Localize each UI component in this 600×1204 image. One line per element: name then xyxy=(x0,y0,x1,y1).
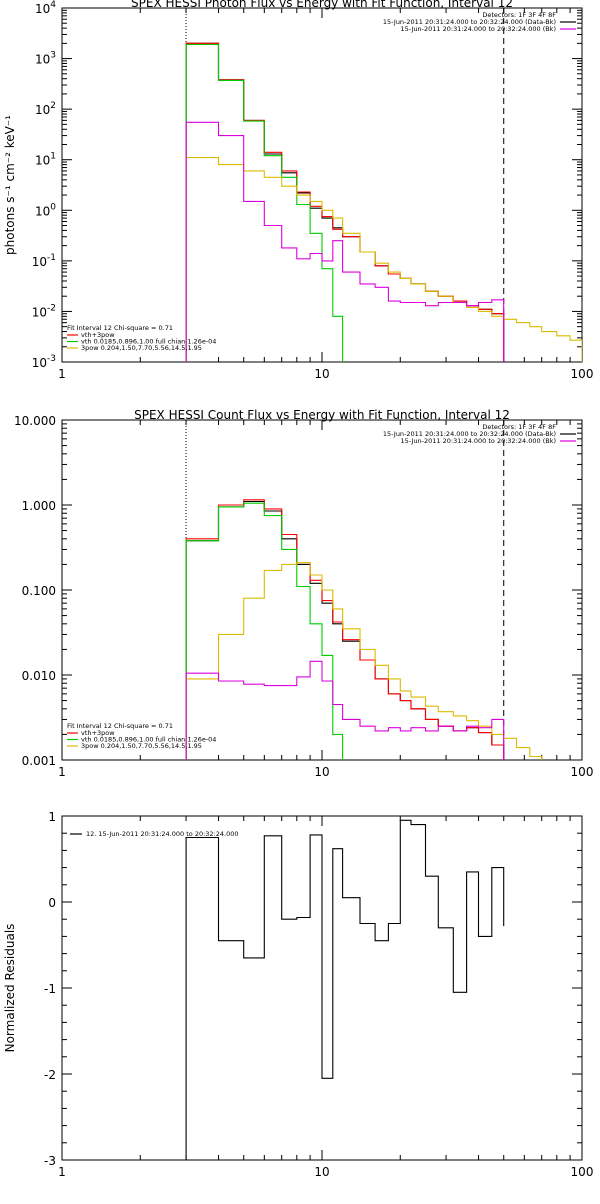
series-group xyxy=(185,42,582,362)
info-line: 15-Jun-2011 20:31:24.000 to 20:32:24.000… xyxy=(401,25,556,33)
y-tick-label: 100 xyxy=(35,202,56,218)
x-tick-label: 1 xyxy=(58,367,66,381)
y-tick-label: -3 xyxy=(44,1154,56,1168)
y-tick-label: 101 xyxy=(35,152,56,168)
info-line: Detectors: 1F 3F 4F 8F xyxy=(482,11,556,19)
x-tick-label: 100 xyxy=(571,1165,594,1179)
chart-panel-2: SPEX HESSI Count Flux vs Energy with Fit… xyxy=(14,408,593,779)
x-tick-label: 1 xyxy=(58,1165,66,1179)
y-tick-label: 1.000 xyxy=(22,499,56,513)
y-tick-label: 10-3 xyxy=(32,354,56,370)
series-line-5 xyxy=(185,121,505,362)
info-line: 15-Jun-2011 20:31:24.000 to 20:32:24.000… xyxy=(383,18,556,26)
fit-legend-item: vth 0.0185,0.896,1.00 full chian 1.26e-0… xyxy=(81,736,216,744)
x-tick-label: 10 xyxy=(314,1165,329,1179)
fit-legend-header: Fit Interval 12 Chi-square = 0.71 xyxy=(67,324,173,332)
y-tick-label: -1 xyxy=(44,982,56,996)
x-tick-label: 100 xyxy=(571,765,594,779)
fit-legend-item: 3pow 0.204,1.50,7.70,5.56,14.5,1.95 xyxy=(81,742,202,750)
x-tick-label: 1 xyxy=(58,765,66,779)
series-line-1 xyxy=(185,500,505,760)
series-line-4 xyxy=(185,157,582,362)
series-group xyxy=(185,499,543,760)
series-line-3 xyxy=(185,502,344,760)
y-tick-label: 0.100 xyxy=(22,584,56,598)
y-tick-label: 104 xyxy=(35,0,56,16)
fit-legend-item: vth+3pow xyxy=(81,729,115,737)
series-line-5 xyxy=(185,660,505,760)
y-tick-label: 10-1 xyxy=(32,253,56,269)
x-tick-label: 10 xyxy=(314,367,329,381)
series-line-2 xyxy=(185,42,505,362)
info-line: 15-Jun-2011 20:31:24.000 to 20:32:24.000… xyxy=(401,437,556,445)
y-tick-label: 102 xyxy=(35,101,56,117)
y-tick-label: 0.010 xyxy=(22,669,56,683)
fit-legend-item: 3pow 0.204,1.50,7.70,5.56,14.5,1.95 xyxy=(81,344,202,352)
x-tick-label: 100 xyxy=(571,367,594,381)
y-tick-label: 10.000 xyxy=(14,414,56,428)
series-line-4 xyxy=(185,562,543,760)
series-line-1 xyxy=(185,819,505,1160)
fit-legend-item: vth+3pow xyxy=(81,331,115,339)
y-tick-label: -2 xyxy=(44,1068,56,1082)
fit-legend-item: vth 0.0185,0.896,1.00 full chian 1.26e-0… xyxy=(81,338,216,346)
series-group xyxy=(185,819,505,1160)
chart-panel-1: SPEX HESSI Photon Flux vs Energy with Fi… xyxy=(3,0,594,381)
y-tick-label: 0 xyxy=(48,896,56,910)
info-line: 15-Jun-2011 20:31:24.000 to 20:32:24.000… xyxy=(383,430,556,438)
chart-title: SPEX HESSI Count Flux vs Energy with Fit… xyxy=(134,408,510,422)
legend-item: 12. 15-Jun-2011 20:31:24.000 to 20:32:24… xyxy=(86,830,238,838)
info-line: Detectors: 1F 3F 4F 8F xyxy=(482,423,556,431)
y-tick-label: 10-2 xyxy=(32,303,56,319)
y-tick-label: 103 xyxy=(35,51,56,67)
chart-title: SPEX HESSI Photon Flux vs Energy with Fi… xyxy=(131,0,513,10)
x-tick-label: 10 xyxy=(314,765,329,779)
series-line-2 xyxy=(185,499,505,760)
fit-legend-header: Fit Interval 12 Chi-square = 0.71 xyxy=(67,722,173,730)
series-line-1 xyxy=(185,42,505,362)
y-axis-label: photons s⁻¹ cm⁻² keV⁻¹ xyxy=(3,115,17,255)
y-tick-label: 0.001 xyxy=(22,754,56,768)
y-tick-label: 1 xyxy=(48,810,56,824)
y-axis-label: Normalized Residuals xyxy=(3,924,17,1053)
